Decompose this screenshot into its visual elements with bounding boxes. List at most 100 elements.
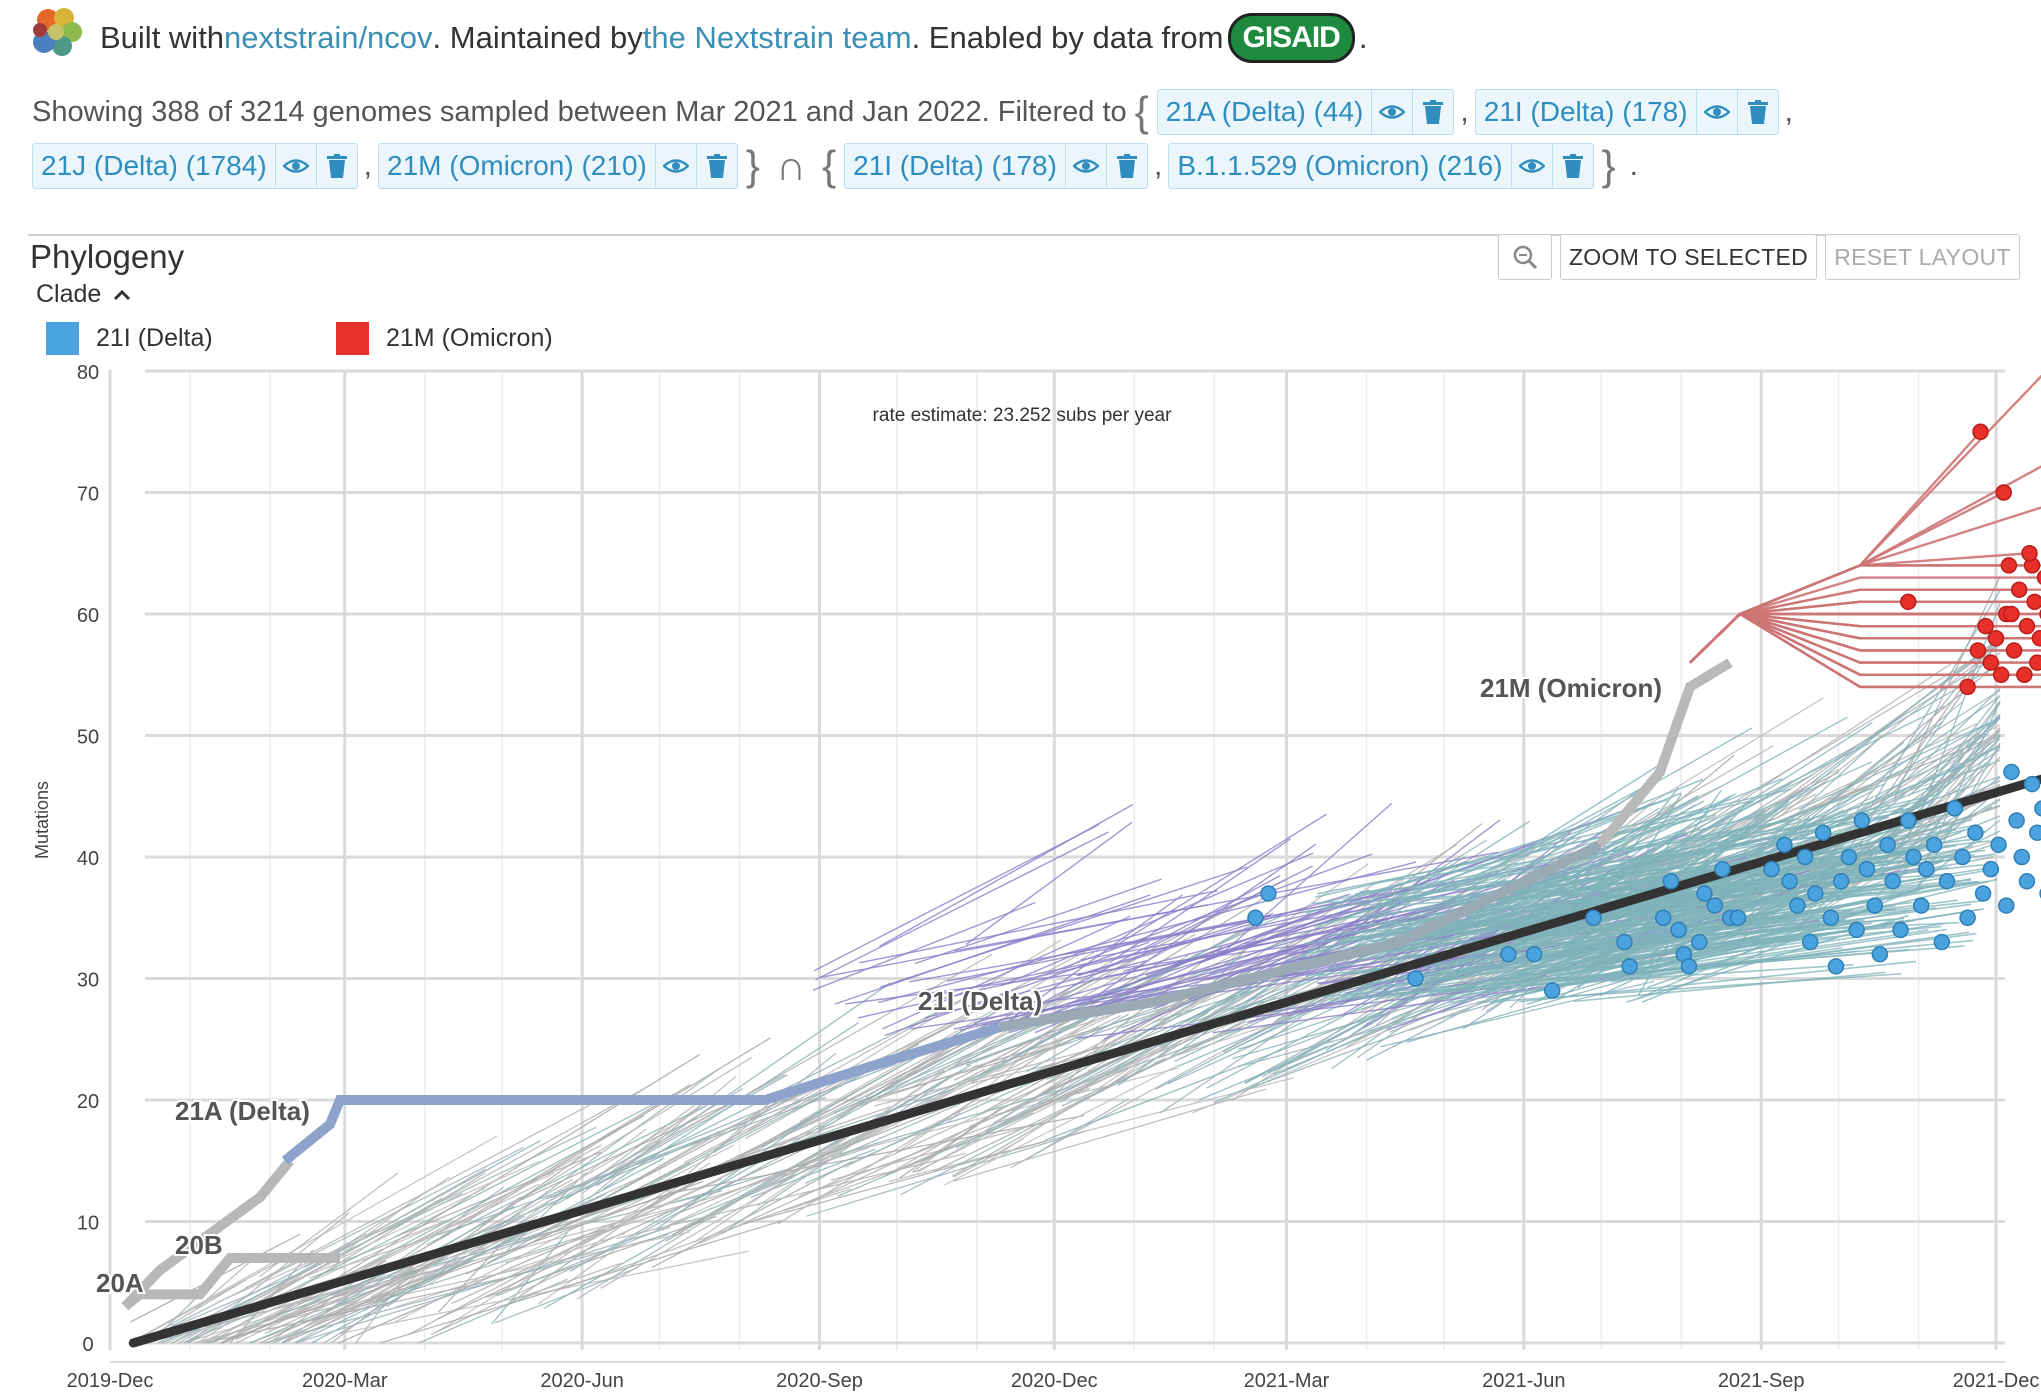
tree-branch: [505, 1147, 870, 1264]
panel-divider: [28, 234, 2018, 236]
filter-chip-label[interactable]: 21I (Delta) (178): [853, 150, 1057, 181]
tree-branch: [1798, 717, 2001, 810]
trash-icon[interactable]: [1105, 144, 1147, 188]
eye-icon[interactable]: [1371, 90, 1412, 134]
delta-branch: [1317, 800, 1751, 905]
filter-chip-label[interactable]: 21I (Delta) (178): [1483, 96, 1688, 127]
tree-branch: [990, 1020, 1201, 1160]
color-by-toggle[interactable]: Clade: [36, 280, 131, 309]
nextstrain-ncov-link[interactable]: nextstrain/ncov: [224, 20, 433, 55]
trash-icon[interactable]: [315, 144, 357, 188]
zoom-to-selected-button[interactable]: ZOOM TO SELECTED: [1560, 234, 1817, 280]
purple-branch: [882, 915, 1131, 1030]
filter-chip-label[interactable]: 21J (Delta) (1784): [41, 150, 267, 181]
tree-branch: [395, 1232, 626, 1308]
legend-item[interactable]: 21M (Omicron): [336, 322, 553, 355]
legend-item[interactable]: 21I (Delta): [46, 322, 213, 355]
tree-branches: [129, 374, 2041, 1344]
omicron-branch: [1689, 374, 2041, 664]
eye-icon[interactable]: [1510, 144, 1552, 188]
omicron-tip: [1982, 654, 2000, 671]
header-mid: . Maintained by: [432, 20, 643, 55]
tree-branch: [157, 1270, 306, 1334]
eye-icon[interactable]: [1695, 90, 1737, 134]
reset-layout-button[interactable]: RESET LAYOUT: [1825, 234, 2020, 280]
tree-branch: [295, 1226, 671, 1344]
delta-branch: [1506, 932, 1977, 994]
nextstrain-logo[interactable]: [28, 4, 84, 60]
zoom-icon-button[interactable]: [1498, 234, 1552, 280]
filter-chip-label[interactable]: B.1.1.529 (Omicron) (216): [1177, 150, 1503, 181]
delta-tip: [2003, 763, 2020, 781]
delta-tip: [1918, 860, 1935, 878]
delta-tip: [1905, 848, 1922, 866]
delta-tip: [1807, 885, 1824, 902]
magnifier-icon: [1513, 245, 1538, 270]
delta-tip: [1616, 933, 1633, 951]
delta-branch: [1511, 919, 1828, 980]
purple-branch: [820, 904, 1208, 979]
delta-tip: [1670, 921, 1687, 939]
delta-tip: [1822, 909, 1840, 926]
omicron-tip: [1992, 666, 2010, 683]
nextstrain-team-link[interactable]: the Nextstrain team: [642, 20, 912, 55]
tree-branch: [951, 963, 1319, 1177]
tree-branch: [888, 1077, 1295, 1183]
tree-branch: [1026, 1098, 1129, 1160]
tree-branch: [675, 1088, 1064, 1203]
branch-label: 20B: [175, 1230, 223, 1260]
tree-branch: [426, 1102, 713, 1246]
tree-branch: [884, 879, 1285, 1090]
color-by-label: Clade: [36, 280, 102, 308]
purple-branch: [1109, 813, 1327, 950]
tree-branch: [1752, 723, 1978, 830]
delta-tip: [1974, 885, 1992, 902]
tree-branch: [852, 1026, 1100, 1108]
delta-tip: [1912, 897, 1930, 914]
tree-branch: [721, 1071, 958, 1235]
tree-branch: [617, 1014, 973, 1200]
delta-tip: [1621, 958, 1638, 975]
trash-icon[interactable]: [1736, 90, 1778, 134]
eye-icon[interactable]: [274, 144, 316, 188]
tree-branch: [783, 1188, 851, 1212]
omicron-branch: [1689, 430, 1982, 664]
filter-chip-label[interactable]: 21A (Delta) (44): [1165, 96, 1364, 127]
legend-swatch: [46, 322, 79, 355]
filter-chip-label[interactable]: 21M (Omicron) (210): [387, 150, 647, 181]
eye-icon[interactable]: [1064, 144, 1106, 188]
purple-branch: [815, 831, 1109, 981]
trash-icon[interactable]: [1412, 90, 1453, 134]
purple-branch: [1090, 886, 1472, 1004]
trash-icon[interactable]: [695, 144, 737, 188]
tree-branch: [379, 1220, 783, 1344]
delta-branch: [1565, 936, 1837, 976]
tree-branch: [323, 1087, 744, 1344]
omicron-tip: [1900, 593, 1917, 611]
delta-branch: [1353, 849, 1986, 942]
delta-tip: [1691, 933, 1708, 951]
omicron-tip: [2016, 666, 2033, 683]
filter-chip: B.1.1.529 (Omicron) (216): [1168, 143, 1594, 189]
delta-tip: [1967, 824, 1984, 841]
tree-branch: [1766, 741, 1905, 857]
eye-icon[interactable]: [654, 144, 696, 188]
delta-tip: [1827, 958, 1845, 975]
filter-chip: 21I (Delta) (178): [844, 143, 1148, 189]
omicron-branch: [1689, 612, 2012, 664]
delta-tip: [1990, 836, 2007, 854]
purple-branch: [924, 960, 1147, 1019]
close-brace: }: [745, 142, 760, 189]
delta-branch: [1649, 862, 1912, 949]
trash-icon[interactable]: [1551, 144, 1593, 188]
y-tick-label: 70: [77, 484, 99, 506]
tree-branch: [875, 1041, 1121, 1107]
tree-branch: [273, 1275, 405, 1344]
gisaid-logo[interactable]: GISAID: [1227, 13, 1355, 63]
filter-chip: 21I (Delta) (178): [1474, 89, 1779, 135]
omicron-tip: [1995, 484, 2012, 501]
tree-branch: [1198, 1045, 1328, 1101]
purple-branch: [812, 901, 1036, 991]
open-brace: {: [822, 142, 837, 189]
